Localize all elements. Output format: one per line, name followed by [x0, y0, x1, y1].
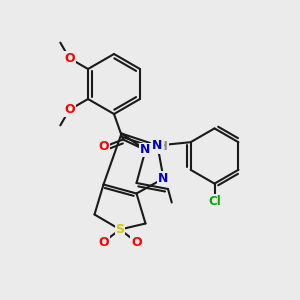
Text: Cl: Cl: [208, 195, 221, 208]
Text: O: O: [131, 236, 142, 249]
Text: O: O: [64, 52, 75, 65]
Text: H: H: [158, 140, 168, 154]
Text: O: O: [98, 140, 109, 154]
Text: S: S: [116, 223, 124, 236]
Text: N: N: [140, 143, 151, 157]
Text: O: O: [64, 103, 75, 116]
Text: O: O: [98, 236, 109, 249]
Text: N: N: [152, 139, 163, 152]
Text: N: N: [158, 172, 169, 185]
